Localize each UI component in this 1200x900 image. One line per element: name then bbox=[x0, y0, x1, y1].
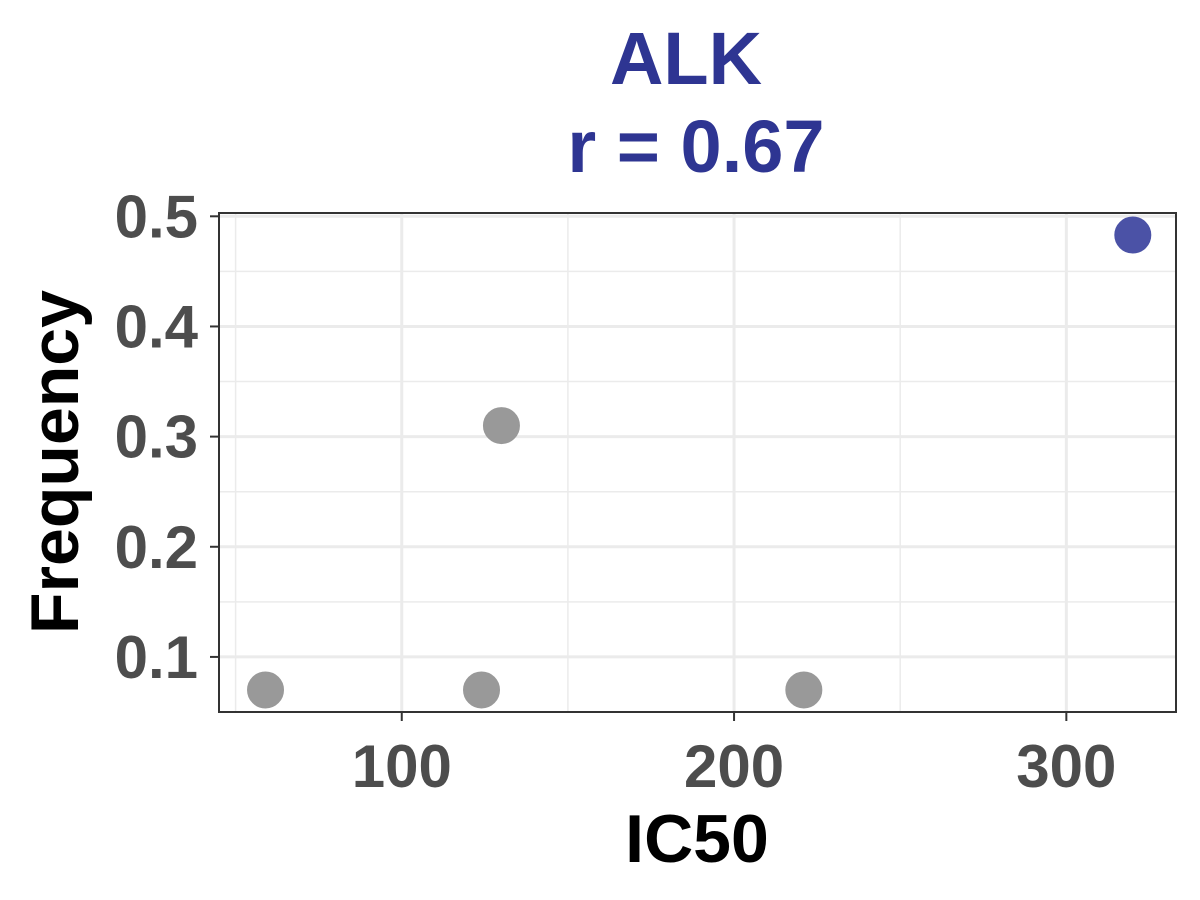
chart-title-group: ALK r = 0.67 bbox=[567, 17, 824, 188]
highlighted-data-point bbox=[1114, 216, 1152, 254]
data-point bbox=[463, 671, 501, 709]
x-tick-label: 300 bbox=[1016, 733, 1116, 800]
y-axis-label: Frequency bbox=[17, 290, 93, 634]
y-tick-label: 0.5 bbox=[115, 183, 198, 250]
data-point bbox=[785, 671, 823, 709]
chart-subtitle: r = 0.67 bbox=[567, 105, 824, 188]
x-tick-label: 200 bbox=[684, 733, 784, 800]
data-point bbox=[482, 407, 520, 445]
x-tick-label: 100 bbox=[352, 733, 452, 800]
axis-tick-labels: 100 200 300 0.1 0.2 0.3 0.4 0.5 bbox=[115, 183, 1117, 800]
plot-panel-border bbox=[218, 212, 1177, 713]
grid-lines bbox=[219, 213, 1176, 712]
data-points bbox=[247, 216, 1152, 709]
x-axis-label: IC50 bbox=[625, 801, 769, 877]
data-point bbox=[247, 671, 285, 709]
y-tick-label: 0.3 bbox=[115, 404, 198, 471]
y-tick-label: 0.1 bbox=[115, 624, 198, 691]
chart-title: ALK bbox=[610, 17, 762, 100]
y-tick-label: 0.4 bbox=[115, 293, 199, 360]
axis-ticks bbox=[210, 215, 1068, 721]
y-tick-label: 0.2 bbox=[115, 514, 198, 581]
